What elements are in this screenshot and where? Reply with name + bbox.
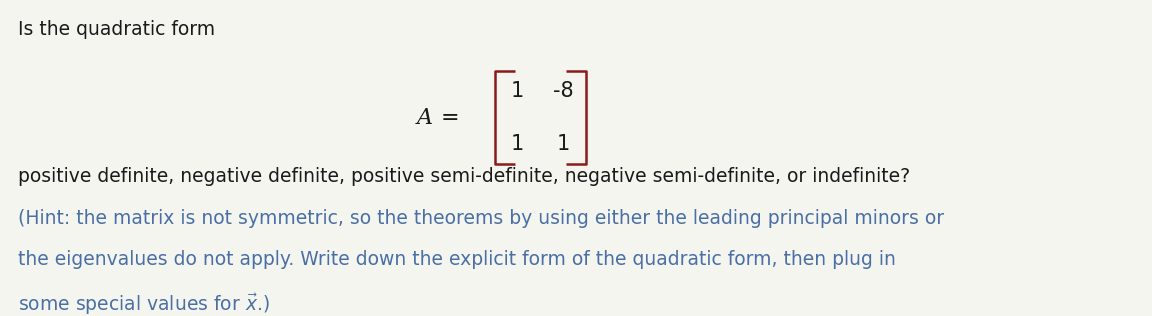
Text: some special values for $\vec{x}$.): some special values for $\vec{x}$.) xyxy=(18,291,270,316)
Text: 1: 1 xyxy=(510,81,524,101)
Text: -8: -8 xyxy=(553,81,574,101)
Text: $A\,=$: $A\,=$ xyxy=(415,108,458,128)
Text: 1: 1 xyxy=(510,134,524,155)
Text: positive definite, negative definite, positive semi-definite, negative semi-defi: positive definite, negative definite, po… xyxy=(18,167,910,186)
Text: the eigenvalues do not apply. Write down the explicit form of the quadratic form: the eigenvalues do not apply. Write down… xyxy=(18,250,896,269)
Text: 1: 1 xyxy=(558,134,570,155)
Text: (Hint: the matrix is not symmetric, so the theorems by using either the leading : (Hint: the matrix is not symmetric, so t… xyxy=(18,209,943,228)
Text: Is the quadratic form: Is the quadratic form xyxy=(18,20,215,39)
